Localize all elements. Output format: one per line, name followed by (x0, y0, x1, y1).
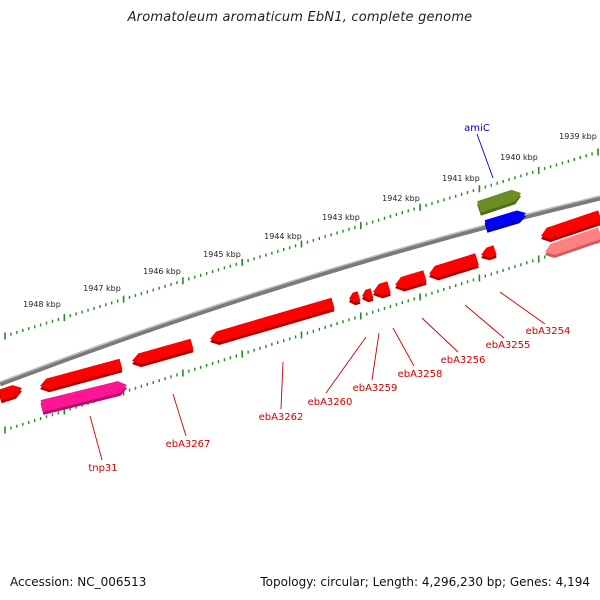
gene-label: ebA3259 (353, 383, 398, 394)
gene-label: ebA3254 (526, 326, 571, 337)
tick-label: 1940 kbp (500, 153, 538, 162)
tick-label: 1948 kbp (23, 300, 61, 309)
tick-label: 1945 kbp (203, 250, 241, 259)
leader-line (464, 304, 505, 339)
gene-label: ebA3267 (166, 439, 211, 450)
leader-line (421, 317, 459, 353)
tick-label: 1942 kbp (382, 194, 420, 203)
gene-left-edge (0, 385, 22, 401)
gene-small-1 (349, 291, 361, 303)
tick-label: 1946 kbp (143, 267, 181, 276)
gene-label: ebA3258 (398, 369, 443, 380)
gene-right-1 (541, 210, 600, 240)
gene-label: ebA3256 (441, 355, 486, 366)
leader-line (280, 361, 284, 410)
tick-labels: 1939 kbp 1940 kbp 1941 kbp 1942 kbp 1943 kbp… (23, 132, 597, 309)
leader-line (325, 336, 367, 394)
gene-small-3 (373, 281, 391, 296)
gene-label: tnp31 (88, 463, 117, 474)
gene-right-2 (545, 227, 600, 256)
leader-line (392, 327, 415, 367)
tick-label: 1939 kbp (559, 132, 597, 141)
gene-label: ebA3255 (486, 340, 531, 351)
gene-label: ebA3260 (308, 397, 353, 408)
gene-mid-3 (481, 245, 497, 258)
gene-mid-1 (395, 270, 427, 289)
blue-feature (484, 210, 526, 230)
topology-text: Topology: circular; Length: 4,296,230 bp… (260, 575, 590, 589)
gene-label: amiC (464, 123, 490, 134)
map-title: Aromatoleum aromaticum EbN1, complete ge… (127, 10, 473, 25)
leader-line (172, 393, 187, 437)
tick-label: 1947 kbp (83, 284, 121, 293)
tick-label: 1943 kbp (322, 213, 360, 222)
leader-line (371, 332, 380, 381)
gene-upper-2 (132, 338, 194, 365)
leader-line (476, 133, 494, 179)
tnp31-gene (40, 381, 128, 412)
gene-mid-2 (429, 253, 479, 278)
gene-label: ebA3262 (259, 412, 304, 423)
gene-upper-3 (210, 297, 335, 343)
outer-scale-track (4, 148, 599, 340)
amiC-gene (477, 189, 521, 213)
gene-small-2 (362, 288, 374, 300)
leader-line (499, 291, 546, 325)
accession-text: Accession: NC_006513 (10, 575, 147, 589)
tick-label: 1941 kbp (442, 174, 480, 183)
tick-label: 1944 kbp (264, 232, 302, 241)
inner-scale-track (4, 236, 599, 434)
gene-upper-1 (40, 358, 123, 390)
leader-line (89, 415, 103, 461)
